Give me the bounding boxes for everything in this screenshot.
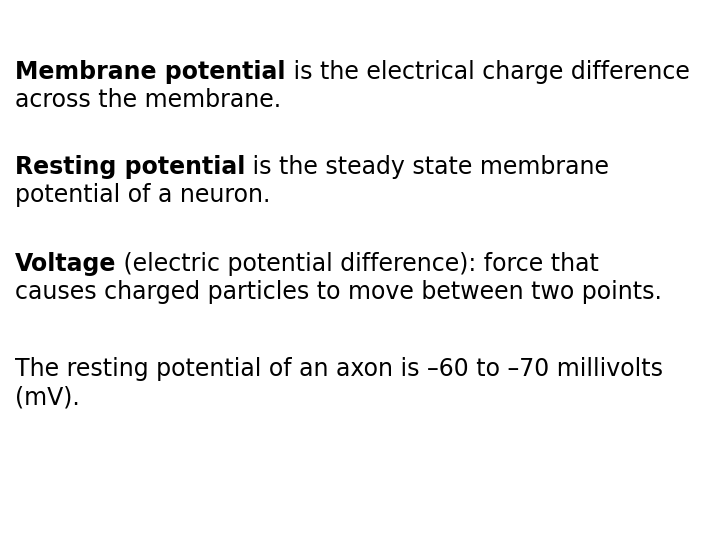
- Text: across the membrane.: across the membrane.: [15, 89, 281, 112]
- Text: Voltage: Voltage: [15, 252, 104, 276]
- Text: is the electrical charge difference: is the electrical charge difference: [286, 60, 689, 84]
- Text: causes charged particles to move between two points.: causes charged particles to move between…: [15, 280, 662, 305]
- Text: The resting potential of an axon is –60 to –70 millivolts: The resting potential of an axon is –60 …: [15, 357, 663, 381]
- Text: How Do Neurons Generate and Transmit Electrical Signals?: How Do Neurons Generate and Transmit Ele…: [6, 11, 581, 30]
- Text: Resting potential: Resting potential: [15, 155, 216, 179]
- Text: The resting potential of an axon is –60 to –70 millivolts: The resting potential of an axon is –60 …: [15, 357, 663, 381]
- Text: Resting potential: Resting potential: [15, 155, 246, 179]
- Text: Voltage: Voltage: [15, 252, 117, 276]
- Text: Membrane potential: Membrane potential: [15, 60, 254, 84]
- Text: (mV).: (mV).: [15, 386, 80, 409]
- Text: (electric potential difference): force that: (electric potential difference): force t…: [117, 252, 599, 276]
- Text: Membrane potential: Membrane potential: [15, 60, 286, 84]
- Text: potential of a neuron.: potential of a neuron.: [15, 183, 271, 207]
- Text: is the steady state membrane: is the steady state membrane: [246, 155, 609, 179]
